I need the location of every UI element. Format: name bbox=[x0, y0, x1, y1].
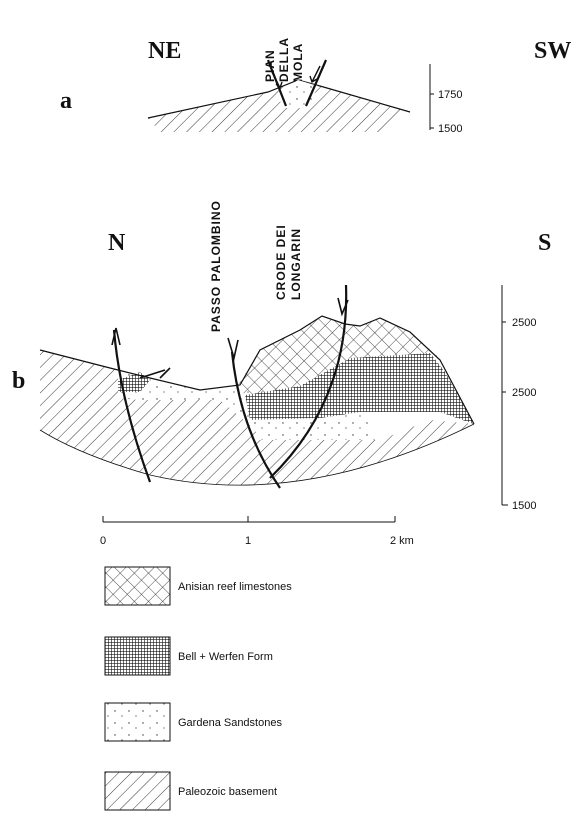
elevation-label: 1750 bbox=[438, 89, 462, 101]
scale-bar: 0 1 2 km bbox=[100, 516, 414, 547]
werfen bbox=[245, 353, 474, 424]
arrow bbox=[139, 367, 171, 379]
legend-label: Paleozoic basement bbox=[178, 786, 277, 798]
arrow bbox=[337, 297, 349, 317]
section-label: b bbox=[12, 368, 25, 394]
fault bbox=[269, 284, 348, 479]
legend-swatch bbox=[104, 771, 171, 811]
elevation-label: 2500 bbox=[512, 387, 536, 399]
section-label: a bbox=[60, 88, 72, 114]
base-line bbox=[39, 423, 475, 486]
direction-label: N bbox=[108, 230, 126, 256]
arrow bbox=[271, 71, 283, 90]
locality-label: LONGARIN bbox=[289, 228, 303, 300]
arrow bbox=[111, 327, 121, 346]
direction-label: SW bbox=[534, 38, 571, 64]
locality-label: PASSO PALOMBINO bbox=[209, 200, 223, 332]
arrow bbox=[227, 337, 239, 362]
elevation-label: 1500 bbox=[512, 500, 536, 512]
fault bbox=[112, 329, 152, 483]
locality-label: CRODE DEI bbox=[274, 224, 288, 300]
legend-label: Anisian reef limestones bbox=[178, 581, 292, 593]
locality-label: MOLA bbox=[291, 43, 305, 82]
scale-label: 0 bbox=[100, 535, 106, 547]
scale-label: 1 bbox=[245, 535, 251, 547]
legend: Anisian reef limestones Bell + Werfen Fo… bbox=[104, 566, 292, 811]
fault bbox=[230, 351, 281, 489]
elevation-label: 2500 bbox=[512, 317, 536, 329]
section-b: N S b PASSO PALOMBINO CRODE DEI LONGARIN… bbox=[12, 200, 551, 512]
legend-label: Bell + Werfen Form bbox=[178, 651, 273, 663]
legend-swatch bbox=[104, 566, 171, 606]
legend-swatch bbox=[104, 702, 171, 742]
scale-label: 2 km bbox=[390, 535, 414, 547]
sandstone bbox=[250, 412, 380, 440]
section-a: NE SW a PIAN DELLA MOLA 1750 1500 bbox=[60, 37, 571, 135]
arrow bbox=[309, 65, 321, 84]
direction-label: NE bbox=[148, 38, 181, 64]
elevation-label: 1500 bbox=[438, 123, 462, 135]
profile bbox=[39, 315, 475, 425]
legend-label: Gardena Sandstones bbox=[178, 717, 282, 729]
fault bbox=[304, 59, 328, 107]
basement bbox=[148, 80, 410, 132]
legend-swatch bbox=[104, 636, 171, 676]
locality-label: DELLA bbox=[277, 37, 291, 82]
direction-label: S bbox=[538, 230, 551, 256]
